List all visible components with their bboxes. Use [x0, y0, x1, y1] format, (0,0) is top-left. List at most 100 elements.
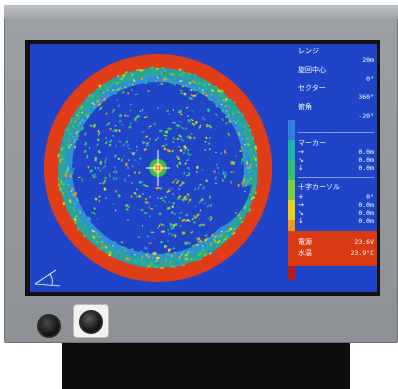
echo-speckle: [182, 71, 185, 74]
echo-speckle: [145, 135, 149, 139]
echo-speckle: [108, 251, 112, 254]
echo-speckle: [122, 155, 125, 158]
echo-speckle: [248, 196, 252, 201]
echo-speckle: [198, 212, 201, 214]
echo-speckle: [193, 94, 197, 97]
echo-speckle: [148, 125, 152, 128]
echo-speckle: [180, 252, 183, 255]
echo-speckle: [123, 85, 127, 89]
echo-speckle: [220, 152, 223, 155]
echo-speckle: [214, 235, 218, 239]
echo-speckle: [192, 88, 197, 92]
echo-speckle: [226, 112, 231, 117]
echo-speckle: [201, 169, 203, 171]
range-dot: [134, 254, 136, 256]
echo-speckle: [188, 136, 192, 140]
echo-speckle: [67, 184, 70, 186]
echo-speckle: [138, 171, 141, 174]
echo-speckle: [65, 149, 68, 152]
echo-speckle: [232, 100, 236, 104]
echo-speckle: [98, 84, 102, 88]
echo-speckle: [115, 190, 118, 193]
echo-speckle: [189, 257, 193, 261]
echo-speckle: [209, 243, 213, 246]
echo-speckle: [145, 253, 148, 256]
echo-speckle: [213, 238, 216, 241]
echo-speckle: [107, 121, 111, 125]
echo-speckle: [64, 169, 67, 173]
echo-speckle: [61, 157, 63, 160]
echo-speckle: [144, 82, 148, 85]
power-knob[interactable]: [37, 314, 61, 338]
sector-value-row: 360°: [298, 93, 374, 102]
echo-speckle: [172, 73, 175, 76]
range-dot: [157, 197, 159, 199]
echo-speckle: [248, 208, 252, 213]
cursor-value-row: + 0°: [298, 193, 374, 202]
echo-speckle: [225, 171, 228, 175]
echo-speckle: [173, 266, 176, 268]
echo-speckle: [184, 127, 188, 130]
echo-speckle: [135, 195, 138, 198]
echo-speckle: [246, 142, 250, 147]
echo-speckle: [248, 170, 250, 173]
echo-speckle: [180, 113, 183, 116]
separator: [298, 177, 374, 178]
control-knob[interactable]: [79, 310, 103, 334]
echo-speckle: [112, 108, 115, 111]
echo-speckle: [241, 112, 245, 117]
echo-speckle: [159, 261, 161, 264]
echo-speckle: [104, 176, 108, 180]
power-value: 23.6V: [354, 238, 374, 247]
echo-speckle: [84, 132, 87, 136]
echo-speckle: [180, 198, 182, 201]
echo-speckle: [253, 196, 256, 199]
echo-speckle: [80, 223, 83, 226]
echo-speckle: [229, 236, 232, 239]
echo-speckle: [169, 222, 172, 225]
range-dot: [97, 167, 99, 169]
echo-speckle: [105, 123, 109, 127]
echo-speckle: [90, 111, 93, 114]
echo-speckle: [61, 154, 63, 158]
range-dot: [172, 141, 174, 143]
echo-speckle: [230, 230, 233, 233]
color-scale-step: [288, 220, 295, 240]
echo-speckle: [87, 216, 92, 221]
color-scale-step: [288, 200, 295, 220]
echo-speckle: [171, 149, 174, 153]
echo-speckle: [114, 169, 118, 174]
echo-speckle: [152, 252, 156, 255]
echo-speckle: [117, 249, 121, 252]
echo-speckle: [178, 216, 181, 220]
echo-speckle: [225, 115, 228, 119]
echo-speckle: [81, 178, 84, 182]
echo-speckle: [184, 163, 187, 166]
echo-speckle: [94, 229, 98, 233]
echo-speckle: [202, 243, 207, 247]
echo-speckle: [76, 114, 79, 117]
echo-speckle: [249, 164, 252, 168]
echo-speckle: [207, 217, 211, 220]
echo-speckle: [91, 229, 95, 233]
echo-speckle: [135, 264, 138, 268]
echo-speckle: [97, 131, 101, 136]
echo-speckle: [242, 153, 246, 156]
echo-speckle: [247, 124, 250, 127]
echo-speckle: [175, 179, 180, 185]
echo-speckle: [123, 178, 127, 183]
center-value: 0°: [366, 75, 374, 84]
range-dot: [187, 115, 189, 117]
echo-speckle: [62, 183, 65, 186]
echo-speckle: [217, 236, 220, 239]
echo-speckle: [70, 116, 74, 120]
echo-speckle: [147, 264, 151, 268]
echo-speckle: [198, 253, 201, 256]
echo-speckle: [72, 192, 76, 197]
echo-speckle: [127, 76, 130, 79]
range-value: 20m: [362, 56, 374, 65]
echo-speckle: [179, 80, 181, 83]
echo-speckle: [204, 148, 207, 151]
echo-speckle: [191, 244, 196, 248]
range-dot: [115, 125, 117, 127]
